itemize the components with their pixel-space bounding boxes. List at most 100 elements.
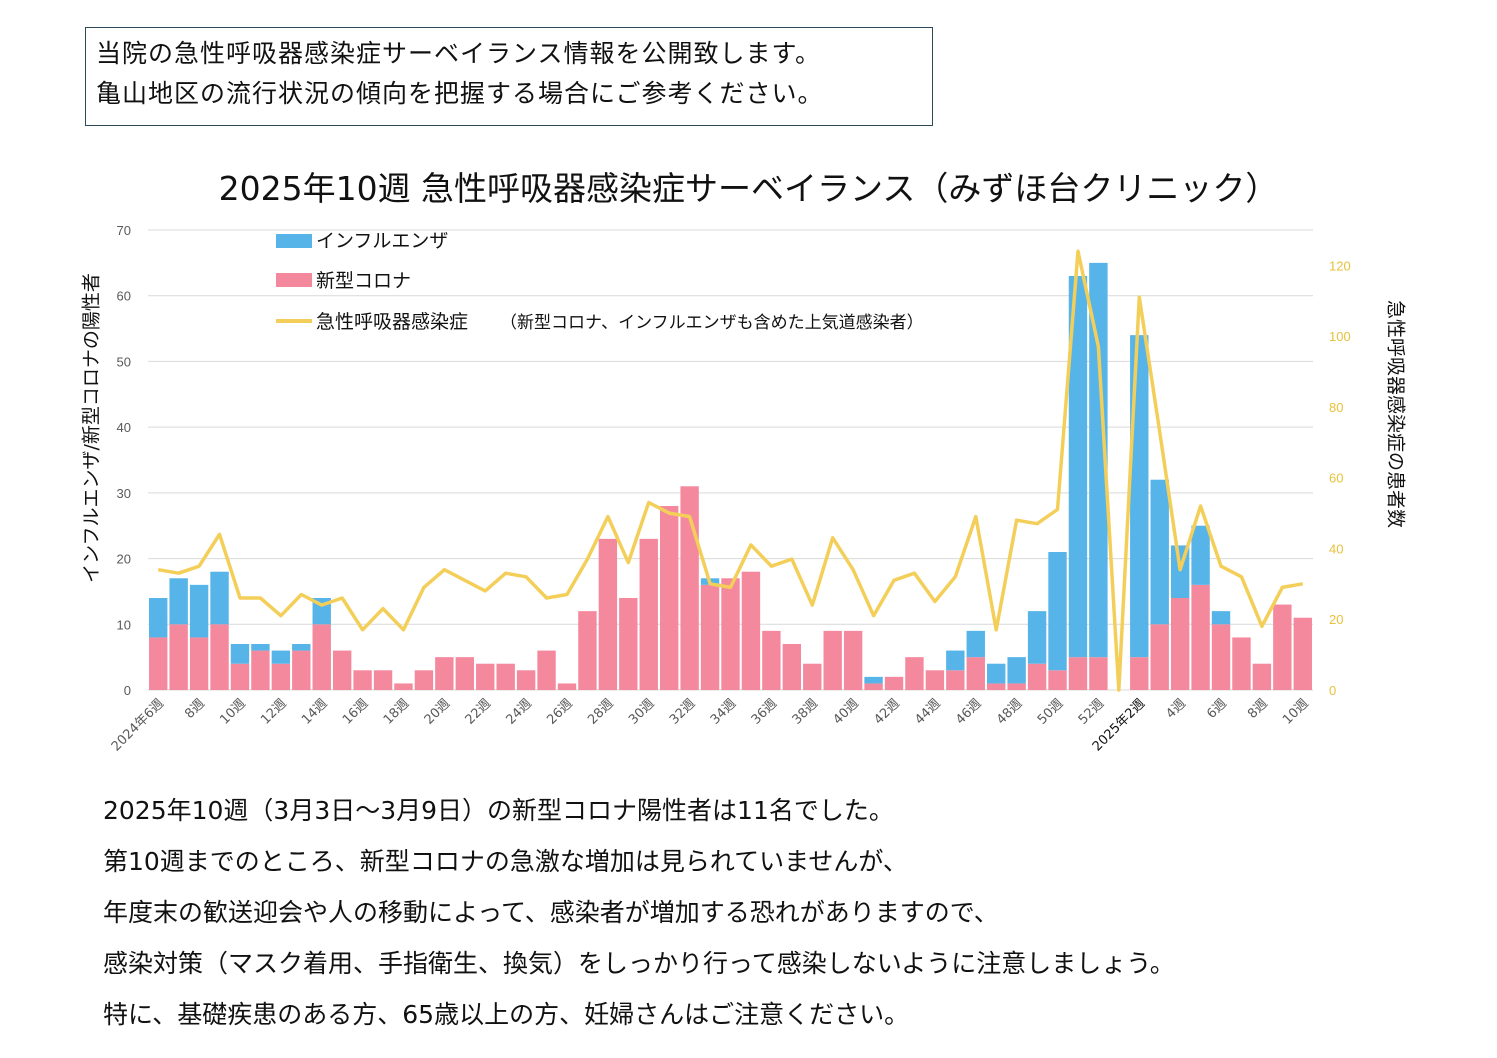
influenza-bar xyxy=(1191,525,1210,585)
covid-bar xyxy=(271,663,291,690)
left-tick-label: 30 xyxy=(117,486,131,501)
covid-bar xyxy=(1293,617,1312,690)
covid-bar xyxy=(189,637,209,690)
covid-bar xyxy=(1007,683,1026,690)
covid-bar xyxy=(905,657,924,690)
x-tick-label: 8週 xyxy=(1245,696,1271,722)
influenza-bar xyxy=(1150,479,1169,625)
report-text: 2025年10週（3月3日～3月9日）の新型コロナ陽性者は11名でした。 第10… xyxy=(103,785,1175,1040)
influenza-bar xyxy=(271,650,291,664)
covid-bar xyxy=(987,683,1006,690)
covid-bar xyxy=(966,657,985,690)
covid-bar xyxy=(925,670,945,690)
x-tick-label: 12週 xyxy=(258,696,289,727)
covid-bar xyxy=(884,676,904,690)
legend-covid-swatch xyxy=(276,273,312,287)
right-tick-label: 80 xyxy=(1329,400,1343,415)
covid-bar xyxy=(1170,598,1190,690)
covid-bar xyxy=(373,670,393,690)
left-tick-label: 50 xyxy=(117,354,131,369)
right-tick-label: 120 xyxy=(1329,258,1351,273)
covid-bar xyxy=(1048,670,1067,690)
x-tick-label: 6週 xyxy=(1204,696,1230,722)
influenza-bar xyxy=(251,644,270,651)
covid-bar xyxy=(1089,657,1108,690)
report-line-2: 第10週までのところ、新型コロナの急激な増加は見られていませんが、 xyxy=(103,847,908,876)
legend-influenza-swatch xyxy=(276,234,312,248)
legend-influenza-label: インフルエンザ xyxy=(316,230,448,252)
covid-bar xyxy=(803,663,822,690)
influenza-bar xyxy=(230,644,250,664)
right-tick-label: 60 xyxy=(1329,471,1343,486)
covid-bar xyxy=(823,630,842,690)
x-tick-label: 14週 xyxy=(299,696,330,727)
right-tick-label: 40 xyxy=(1329,541,1343,556)
x-tick-label: 4週 xyxy=(1163,696,1189,722)
x-tick-label: 50週 xyxy=(1035,696,1066,727)
covid-bar xyxy=(741,571,761,690)
x-tick-label: 32週 xyxy=(667,696,698,727)
influenza-bar xyxy=(292,644,311,651)
influenza-bar xyxy=(1007,657,1026,684)
covid-bar xyxy=(353,670,372,690)
influenza-bar xyxy=(946,650,965,671)
covid-bar xyxy=(435,657,454,690)
report-line-1: 2025年10週（3月3日～3月9日）の新型コロナ陽性者は11名でした。 xyxy=(103,796,894,825)
x-tick-label: 8週 xyxy=(182,696,208,722)
covid-bar xyxy=(762,630,781,690)
x-tick-label: 46週 xyxy=(953,696,984,727)
covid-bar xyxy=(476,663,495,690)
x-tick-label: 42週 xyxy=(871,696,902,727)
right-tick-label: 20 xyxy=(1329,612,1343,627)
chart-title: 2025年10週 急性呼吸器感染症サーベイランス（みずほ台クリニック） xyxy=(218,169,1279,208)
influenza-bar xyxy=(1027,611,1047,664)
report-line-5: 特に、基礎疾患のある方、65歳以上の方、妊婦さんはご注意ください。 xyxy=(103,1000,910,1029)
left-tick-label: 70 xyxy=(117,223,131,238)
x-tick-label: 24週 xyxy=(503,696,534,727)
covid-bar xyxy=(1068,657,1088,690)
x-tick-label: 48週 xyxy=(994,696,1025,727)
right-tick-label: 0 xyxy=(1329,683,1336,698)
covid-bar xyxy=(557,683,577,690)
x-tick-label: 10週 xyxy=(217,696,248,727)
x-tick-label: 40週 xyxy=(830,696,861,727)
report-line-3: 年度末の歓送迎会や人の移動によって、感染者が増加する恐れがありますので、 xyxy=(103,898,999,927)
covid-bar xyxy=(292,650,311,690)
x-tick-label: 20週 xyxy=(422,696,453,727)
x-tick-label: 22週 xyxy=(463,696,494,727)
covid-bar xyxy=(659,506,679,690)
x-tick-label: 28週 xyxy=(585,696,616,727)
influenza-bar xyxy=(169,578,188,625)
covid-bar xyxy=(516,670,536,690)
notice-line-1: 当院の急性呼吸器感染症サーベイランス情報を公開致します。 xyxy=(96,39,822,68)
covid-bar xyxy=(1027,663,1047,690)
x-tick-label: 36週 xyxy=(749,696,780,727)
covid-bar xyxy=(782,644,802,690)
covid-bar xyxy=(312,624,331,690)
covid-bar xyxy=(210,624,229,690)
covid-bar xyxy=(700,584,720,690)
covid-bar xyxy=(1211,624,1231,690)
influenza-bar xyxy=(1068,276,1088,658)
left-tick-label: 40 xyxy=(117,420,131,435)
influenza-bar xyxy=(1130,335,1149,658)
report-line-4: 感染対策（マスク着用、手指衛生、換気）をしっかり行って感染しないように注意しまし… xyxy=(103,949,1175,978)
notice-box: 当院の急性呼吸器感染症サーベイランス情報を公開致します。 亀山地区の流行状況の傾… xyxy=(85,27,933,126)
x-tick-label: 30週 xyxy=(626,696,657,727)
notice-line-2: 亀山地区の流行状況の傾向を把握する場合にご参考ください。 xyxy=(96,79,824,108)
x-tick-label: 18週 xyxy=(381,696,412,727)
right-axis-title: 急性呼吸器感染症の患者数 xyxy=(1384,299,1407,529)
covid-bar xyxy=(578,611,597,690)
influenza-bar xyxy=(966,630,985,658)
right-tick-label: 100 xyxy=(1329,329,1351,344)
x-tick-label: 38週 xyxy=(790,696,821,727)
covid-bar xyxy=(598,538,618,690)
x-tick-label: 16週 xyxy=(340,696,371,727)
covid-bar xyxy=(843,630,863,690)
covid-bar xyxy=(1252,663,1272,690)
covid-bar xyxy=(619,598,638,690)
covid-bar xyxy=(169,624,188,690)
ari-line xyxy=(157,249,1304,692)
covid-bar xyxy=(1130,657,1149,690)
